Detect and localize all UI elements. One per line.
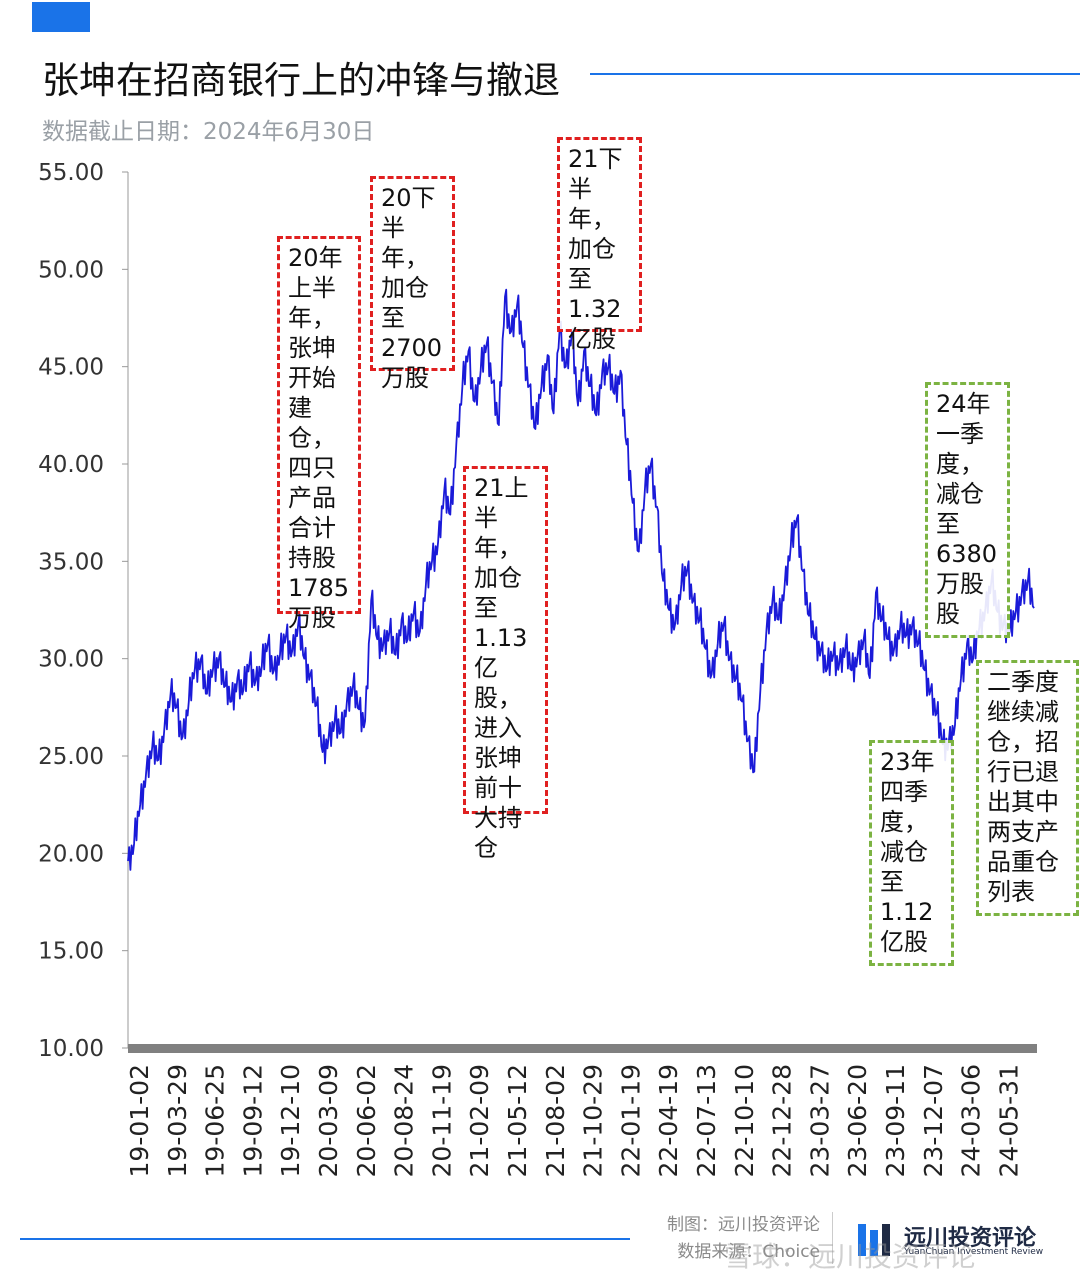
x-tick-label: 22-12-28 — [768, 1064, 797, 1177]
title-rule — [590, 73, 1080, 75]
price-series-line — [127, 288, 1035, 871]
annotation-21h2: 21下 半年， 加仓 至 1.32 亿股 — [557, 137, 642, 353]
x-axis-bar — [128, 1044, 1037, 1053]
y-tick-label: 30.00 — [38, 647, 104, 673]
brand-name: 远川投资评论 — [904, 1226, 1037, 1251]
annotation-20h2: 20下 半年， 加仓 至 2700 万股 — [370, 176, 455, 392]
annotation-23q4: 23年 四季 度， 减仓 至 1.12 亿股 — [869, 740, 954, 966]
brand-logo-icon — [858, 1224, 890, 1256]
footer-rule — [20, 1238, 630, 1240]
footer-divider — [832, 1212, 833, 1264]
x-tick-label: 24-03-06 — [957, 1064, 986, 1177]
annotation-20h1: 20年 上半 年， 张坤 开始 建仓， 四只 产品 合计 持股 1785 万股 — [277, 236, 361, 632]
x-tick-label: 19-06-25 — [201, 1064, 230, 1177]
x-tick-label: 19-01-02 — [125, 1064, 154, 1177]
x-tick-label: 19-09-12 — [238, 1064, 267, 1177]
y-tick-label: 50.00 — [38, 257, 104, 283]
annotation-24q2: 二季度 继续减 仓，招 行已退 出其中 两支产 品重仓 列表 — [976, 660, 1079, 916]
source-text: 数据来源：Choice — [677, 1242, 820, 1262]
brand-subtitle: YuanChuan Investment Review — [904, 1247, 1044, 1257]
watermark: 雪球：远川投资评论 — [724, 1240, 977, 1273]
y-tick-label: 10.00 — [38, 1036, 104, 1062]
annotation-21h1: 21上 半年， 加仓 至 1.13 亿股， 进入 张坤 前十 大持 仓 — [463, 466, 548, 862]
x-tick-label: 20-03-09 — [314, 1064, 343, 1177]
x-tick-label: 23-09-11 — [881, 1064, 910, 1177]
x-tick-label: 21-08-02 — [541, 1064, 570, 1177]
x-tick-label: 23-12-07 — [919, 1064, 948, 1177]
x-tick-label: 21-05-12 — [503, 1064, 532, 1177]
annotation-24q1: 24年 一季 度， 减仓 至 6380 万股 股 — [925, 382, 1010, 638]
x-tick-label: 20-08-24 — [390, 1064, 419, 1177]
footer-credits: 制图：远川投资评论 数据来源：Choice — [600, 1212, 820, 1266]
y-tick-label: 15.00 — [38, 939, 104, 965]
y-axis: 55.00 50.00 45.00 40.00 35.00 30.00 25.00 20.00… — [38, 160, 129, 1062]
x-tick-label: 21-02-09 — [465, 1064, 494, 1177]
y-tick-label: 55.00 — [38, 160, 104, 186]
x-tick-label: 22-04-19 — [654, 1064, 683, 1177]
x-axis: 19-01-02 19-03-29 19-06-25 19-09-12 19-12-10… — [125, 1044, 1037, 1177]
x-tick-label: 24-05-31 — [994, 1064, 1023, 1177]
y-tick-label: 40.00 — [38, 452, 104, 478]
line-chart: 55.00 50.00 45.00 40.00 35.00 30.00 25.00 20.00… — [38, 160, 1037, 1177]
accent-block — [32, 2, 90, 32]
y-tick-label: 35.00 — [38, 549, 104, 575]
x-tick-label: 19-03-29 — [163, 1064, 192, 1177]
x-tick-label: 20-06-02 — [352, 1064, 381, 1177]
x-tick-label: 23-06-20 — [843, 1064, 872, 1177]
y-tick-label: 20.00 — [38, 841, 104, 867]
y-tick-label: 25.00 — [38, 744, 104, 770]
y-tick-label: 45.00 — [38, 355, 104, 381]
x-tick-label: 23-03-27 — [805, 1064, 834, 1177]
x-tick-label: 21-10-29 — [579, 1064, 608, 1177]
made-by-text: 制图：远川投资评论 — [667, 1215, 820, 1235]
x-tick-label: 22-01-19 — [616, 1064, 645, 1177]
x-tick-label: 20-11-19 — [427, 1064, 456, 1177]
x-tick-label: 19-12-10 — [276, 1064, 305, 1177]
x-tick-label: 22-07-13 — [692, 1064, 721, 1177]
page-subtitle: 数据截止日期：2024年6月30日 — [42, 119, 375, 145]
page-title: 张坤在招商银行上的冲锋与撤退 — [42, 59, 560, 102]
series-layer — [127, 288, 1035, 871]
x-tick-label: 22-10-10 — [730, 1064, 759, 1177]
